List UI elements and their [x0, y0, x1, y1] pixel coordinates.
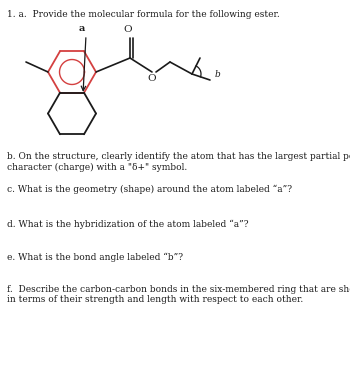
Text: f.  Describe the carbon-carbon bonds in the six-membered ring that are shown in : f. Describe the carbon-carbon bonds in t…: [7, 285, 350, 304]
Text: O: O: [124, 25, 132, 34]
Text: e. What is the bond angle labeled “b”?: e. What is the bond angle labeled “b”?: [7, 253, 183, 262]
Text: a: a: [79, 24, 85, 33]
Text: b. On the structure, clearly identify the atom that has the largest partial posi: b. On the structure, clearly identify th…: [7, 152, 350, 172]
Text: 1. a.  Provide the molecular formula for the following ester.: 1. a. Provide the molecular formula for …: [7, 10, 280, 19]
Text: b: b: [215, 70, 221, 79]
Text: c. What is the geometry (shape) around the atom labeled “a”?: c. What is the geometry (shape) around t…: [7, 185, 292, 194]
Text: d. What is the hybridization of the atom labeled “a”?: d. What is the hybridization of the atom…: [7, 220, 248, 229]
Text: O: O: [148, 74, 156, 83]
